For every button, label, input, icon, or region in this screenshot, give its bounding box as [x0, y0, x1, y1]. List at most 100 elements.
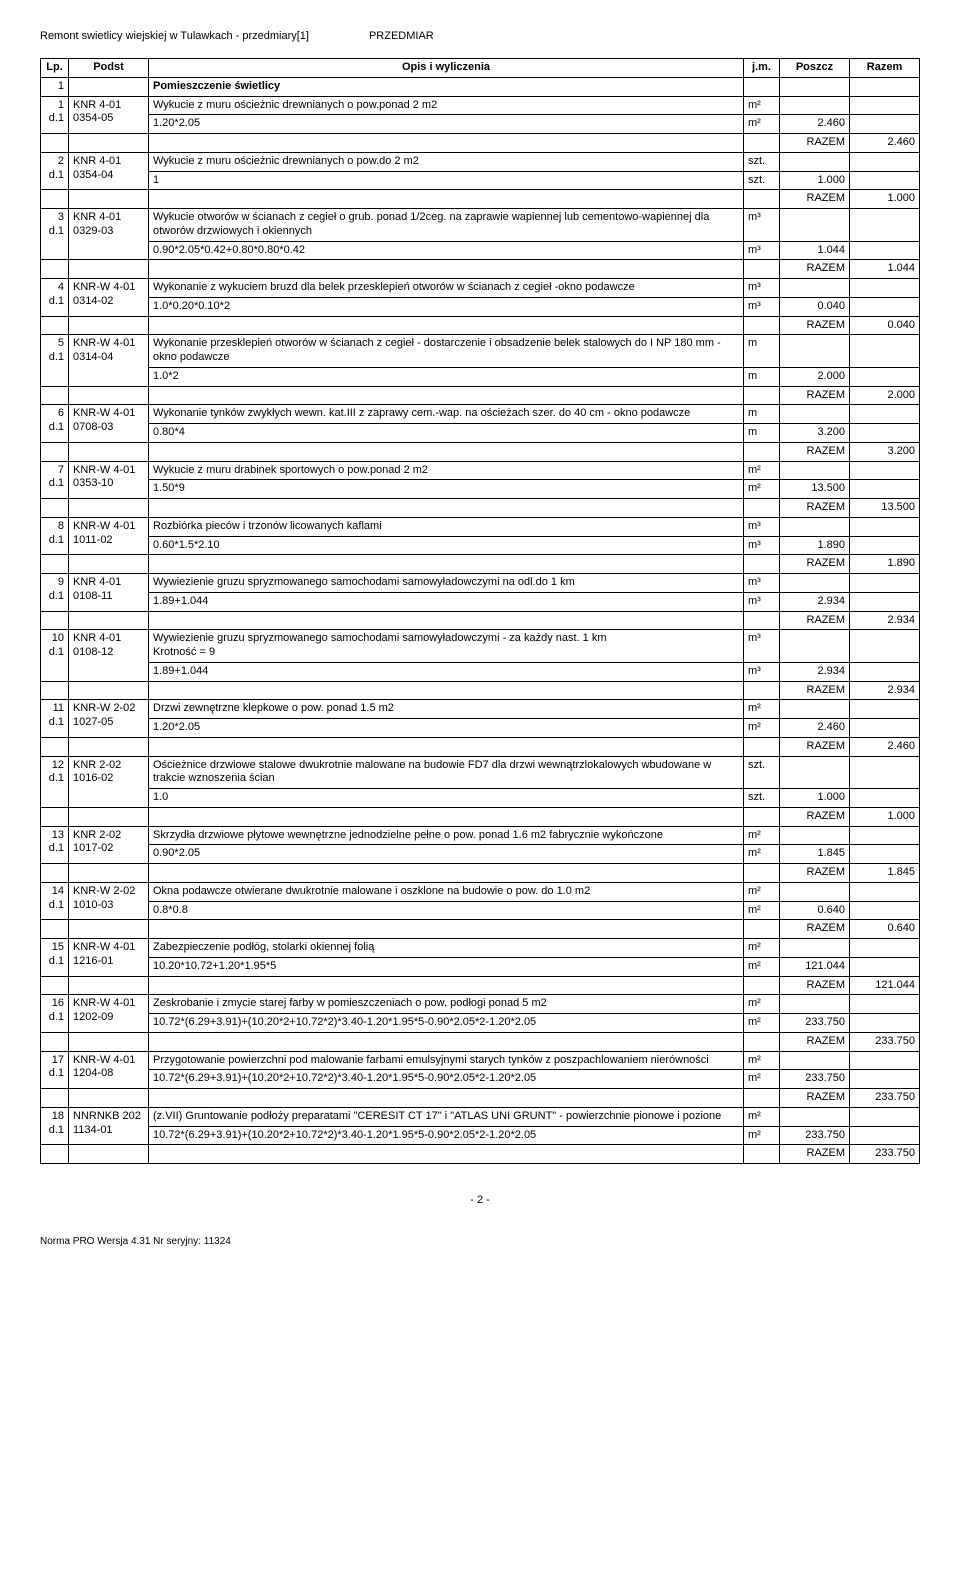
- doc-title-left: Remont swietlicy wiejskiej w Tulawkach -…: [40, 30, 309, 42]
- calc-jm: m²: [744, 1126, 780, 1145]
- razem-label: RAZEM: [780, 807, 850, 826]
- razem-label: RAZEM: [780, 1032, 850, 1051]
- razem-label: RAZEM: [780, 1089, 850, 1108]
- item-poszcz: [780, 405, 850, 424]
- razem-value: 2.934: [850, 681, 920, 700]
- calc-jm: m²: [744, 1014, 780, 1033]
- razem-row: RAZEM1.845: [41, 864, 920, 883]
- razem-value: 2.000: [850, 386, 920, 405]
- razem-value: 2.934: [850, 611, 920, 630]
- item-lp: 15d.1: [41, 939, 69, 977]
- razem-podst: [69, 316, 149, 335]
- calc-jm: m³: [744, 592, 780, 611]
- item-row: 6d.1KNR-W 4-01 0708-03Wykonanie tynków z…: [41, 405, 920, 424]
- razem-podst: [69, 386, 149, 405]
- calc-jm: m³: [744, 241, 780, 260]
- calc-row: 1.89+1.044m³2.934: [41, 592, 920, 611]
- item-poszcz: [780, 826, 850, 845]
- calc-val: 233.750: [780, 1070, 850, 1089]
- item-jm: m³: [744, 209, 780, 242]
- calc-row: 10.72*(6.29+3.91)+(10.20*2+10.72*2)*3.40…: [41, 1126, 920, 1145]
- razem-opis: [149, 316, 744, 335]
- item-razem: [850, 209, 920, 242]
- item-row: 2d.1KNR 4-01 0354-04Wykucie z muru oście…: [41, 152, 920, 171]
- razem-podst: [69, 1032, 149, 1051]
- item-row: 18d.1NNRNKB 202 1134-01(z.VII) Gruntowan…: [41, 1107, 920, 1126]
- calc-row: 0.80*4m3.200: [41, 424, 920, 443]
- calc-jm: m³: [744, 297, 780, 316]
- calc-expr: 1.0*2: [149, 367, 744, 386]
- calc-razem: [850, 480, 920, 499]
- calc-razem: [850, 367, 920, 386]
- razem-lp: [41, 499, 69, 518]
- item-row: 1d.1KNR 4-01 0354-05Wykucie z muru oście…: [41, 96, 920, 115]
- item-jm: m²: [744, 1051, 780, 1070]
- calc-expr: 1.20*2.05: [149, 115, 744, 134]
- item-poszcz: [780, 995, 850, 1014]
- razem-jm: [744, 920, 780, 939]
- item-row: 14d.1KNR-W 2-02 1010-03Okna podawcze otw…: [41, 882, 920, 901]
- razem-row: RAZEM2.460: [41, 737, 920, 756]
- calc-row: 1.50*9m²13.500: [41, 480, 920, 499]
- calc-expr: 1.20*2.05: [149, 719, 744, 738]
- item-lp: 10d.1: [41, 630, 69, 681]
- calc-jm: m²: [744, 1070, 780, 1089]
- razem-podst: [69, 1089, 149, 1108]
- item-razem: [850, 995, 920, 1014]
- razem-lp: [41, 134, 69, 153]
- razem-row: RAZEM2.460: [41, 134, 920, 153]
- item-desc: Przygotowanie powierzchni pod malowanie …: [149, 1051, 744, 1070]
- col-poszcz: Poszcz: [780, 59, 850, 78]
- razem-jm: [744, 1089, 780, 1108]
- calc-row: 1.89+1.044m³2.934: [41, 662, 920, 681]
- item-jm: m: [744, 405, 780, 424]
- calc-razem: [850, 1126, 920, 1145]
- item-razem: [850, 939, 920, 958]
- item-lp: 6d.1: [41, 405, 69, 443]
- calc-jm: m²: [744, 957, 780, 976]
- razem-opis: [149, 499, 744, 518]
- calc-jm: m: [744, 367, 780, 386]
- razem-opis: [149, 190, 744, 209]
- calc-razem: [850, 241, 920, 260]
- calc-expr: 0.80*4: [149, 424, 744, 443]
- item-razem: [850, 152, 920, 171]
- calc-row: 0.90*2.05m²1.845: [41, 845, 920, 864]
- item-jm: szt.: [744, 152, 780, 171]
- razem-label: RAZEM: [780, 864, 850, 883]
- razem-row: RAZEM2.934: [41, 681, 920, 700]
- razem-row: RAZEM0.640: [41, 920, 920, 939]
- razem-lp: [41, 611, 69, 630]
- item-desc: Wykucie z muru drabinek sportowych o pow…: [149, 461, 744, 480]
- item-poszcz: [780, 279, 850, 298]
- razem-opis: [149, 1145, 744, 1164]
- razem-opis: [149, 611, 744, 630]
- item-podst: KNR-W 4-01 0314-02: [69, 279, 149, 317]
- razem-value: 1.044: [850, 260, 920, 279]
- calc-jm: szt.: [744, 789, 780, 808]
- calc-val: 2.460: [780, 115, 850, 134]
- item-podst: KNR 2-02 1016-02: [69, 756, 149, 807]
- section-title: Pomieszczenie świetlicy: [149, 77, 744, 96]
- item-poszcz: [780, 630, 850, 663]
- item-poszcz: [780, 96, 850, 115]
- calc-expr: 1.89+1.044: [149, 662, 744, 681]
- item-poszcz: [780, 574, 850, 593]
- calc-row: 1.0szt.1.000: [41, 789, 920, 808]
- item-razem: [850, 700, 920, 719]
- razem-jm: [744, 316, 780, 335]
- item-jm: m²: [744, 939, 780, 958]
- razem-jm: [744, 442, 780, 461]
- razem-lp: [41, 260, 69, 279]
- item-row: 4d.1KNR-W 4-01 0314-02Wykonanie z wykuci…: [41, 279, 920, 298]
- razem-lp: [41, 864, 69, 883]
- calc-razem: [850, 957, 920, 976]
- item-podst: KNR 2-02 1017-02: [69, 826, 149, 864]
- item-razem: [850, 1051, 920, 1070]
- razem-podst: [69, 920, 149, 939]
- item-desc: Okna podawcze otwierane dwukrotnie malow…: [149, 882, 744, 901]
- item-jm: m²: [744, 882, 780, 901]
- calc-razem: [850, 662, 920, 681]
- item-jm: m²: [744, 995, 780, 1014]
- calc-razem: [850, 297, 920, 316]
